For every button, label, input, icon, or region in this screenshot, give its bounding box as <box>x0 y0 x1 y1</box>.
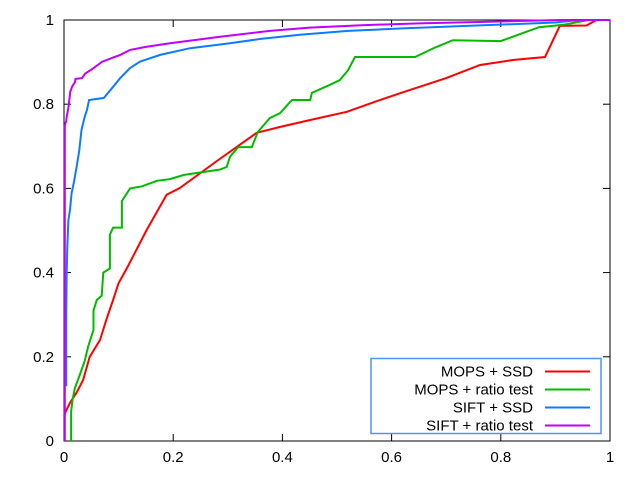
series-line-mops-ssd <box>63 19 610 417</box>
x-tick-label: 0.8 <box>490 449 511 466</box>
legend-label-sift-ssd: SIFT + SSD <box>453 400 533 417</box>
series-line-mops-ratio-test <box>70 19 610 441</box>
y-tick-label: 0.2 <box>33 349 54 366</box>
series-line-sift-ratio-test <box>63 19 610 441</box>
x-tick-label: 0.2 <box>163 449 184 466</box>
y-tick-label: 0.4 <box>33 265 54 282</box>
x-tick-label: 0.4 <box>272 449 293 466</box>
x-tick-label: 1 <box>606 449 614 466</box>
x-tick-label: 0 <box>60 449 68 466</box>
legend-label-mops-ratio-test: MOPS + ratio test <box>414 382 534 399</box>
legend-label-sift-ratio-test: SIFT + ratio test <box>426 418 534 435</box>
y-tick-label: 0 <box>46 433 54 450</box>
legend-label-mops-ssd: MOPS + SSD <box>441 364 533 381</box>
x-tick-label: 0.6 <box>381 449 402 466</box>
y-tick-label: 0.8 <box>33 96 54 113</box>
y-tick-label: 1 <box>46 12 54 29</box>
y-tick-label: 0.6 <box>33 180 54 197</box>
series-line-sift-ssd <box>65 19 610 387</box>
